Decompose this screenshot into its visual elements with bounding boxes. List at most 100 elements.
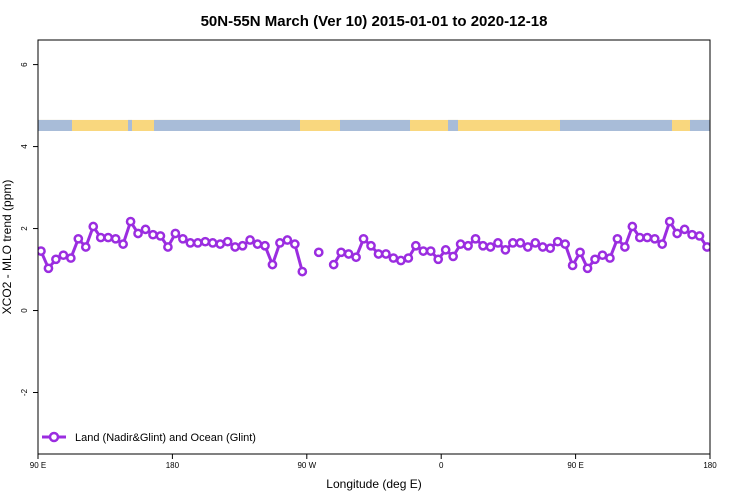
legend-label: Land (Nadir&Glint) and Ocean (Glint) <box>75 432 256 444</box>
data-point <box>410 240 421 251</box>
y-tick-label: -2 <box>20 388 29 396</box>
y-tick-label: 6 <box>20 62 29 67</box>
data-point <box>43 263 54 274</box>
land-ocean-band <box>38 119 710 131</box>
data-point <box>687 229 697 240</box>
data-point <box>88 221 99 232</box>
data-point <box>155 231 166 241</box>
data-point <box>493 238 503 248</box>
series-layer <box>38 216 710 277</box>
data-point <box>478 240 488 251</box>
data-point <box>433 254 444 265</box>
data-point <box>508 238 518 248</box>
data-point <box>118 239 128 249</box>
data-point <box>649 233 660 244</box>
data-point <box>448 251 458 262</box>
data-point <box>192 238 203 248</box>
data-point <box>537 242 548 252</box>
data-point <box>545 243 556 254</box>
data-point <box>642 232 653 243</box>
plot-frame <box>37 39 711 455</box>
data-point <box>328 259 339 270</box>
data-point <box>358 233 369 244</box>
ocean-band <box>154 119 300 131</box>
data-point <box>425 246 436 256</box>
data-point <box>702 242 710 252</box>
data-point <box>297 266 308 277</box>
data-point <box>95 232 106 243</box>
data-point <box>245 235 255 245</box>
data-point <box>530 238 541 248</box>
data-point <box>627 221 638 232</box>
data-point <box>612 233 623 244</box>
data-point <box>148 229 158 240</box>
data-point <box>657 239 668 249</box>
data-point <box>38 246 46 256</box>
data-point <box>80 242 91 252</box>
data-point <box>620 242 630 252</box>
data-point <box>634 232 645 243</box>
data-point <box>282 235 293 245</box>
data-point <box>200 236 211 247</box>
data-point <box>351 252 361 263</box>
x-axis-label: Longitude (deg E) <box>326 477 421 491</box>
data-point <box>343 249 354 259</box>
data-point <box>567 260 578 271</box>
x-tick-label: 90 E <box>567 461 583 470</box>
data-point <box>582 263 593 274</box>
data-point <box>207 238 218 248</box>
data-point <box>252 239 263 249</box>
data-point <box>403 253 414 263</box>
data-point <box>463 240 473 251</box>
legend: Land (Nadir&Glint) and Ocean (Glint) <box>42 431 256 444</box>
data-point <box>313 247 324 258</box>
data-point <box>485 242 496 252</box>
data-point <box>215 239 226 249</box>
y-tick-label: 4 <box>20 144 29 149</box>
data-point <box>51 254 61 265</box>
data-point <box>679 224 690 235</box>
y-tick-label: 2 <box>20 226 29 231</box>
data-point <box>605 253 615 263</box>
data-point <box>73 233 84 244</box>
data-point <box>440 245 451 255</box>
data-point <box>515 238 526 248</box>
data-point <box>170 228 181 239</box>
data-point <box>366 240 376 251</box>
data-point <box>552 236 563 247</box>
data-point <box>381 249 391 259</box>
ocean-band <box>560 119 672 131</box>
data-point <box>163 242 173 252</box>
data-point <box>672 228 682 239</box>
ocean-band <box>38 119 72 131</box>
ocean-band <box>448 119 458 131</box>
data-point <box>140 224 151 235</box>
y-axis-label: XCO2 - MLO trend (ppm) <box>0 180 14 315</box>
data-point <box>133 228 143 239</box>
chart-title: 50N-55N March (Ver 10) 2015-01-01 to 202… <box>201 13 548 30</box>
x-tick-label: 0 <box>439 461 444 470</box>
x-tick-label: 90 E <box>30 461 46 470</box>
data-point <box>58 250 69 261</box>
x-tick-label: 90 W <box>297 461 316 470</box>
data-point <box>222 236 233 247</box>
data-point <box>103 232 114 243</box>
data-point <box>470 233 481 244</box>
data-point <box>178 233 188 244</box>
data-point <box>267 259 278 270</box>
y-axis: -2 0 2 4 6 <box>20 62 38 396</box>
data-point <box>455 239 466 249</box>
x-tick-label: 180 <box>166 461 180 470</box>
data-point <box>230 242 240 252</box>
ocean-band <box>690 119 710 131</box>
data-point <box>575 247 585 258</box>
data-point <box>110 233 121 244</box>
data-point <box>522 242 533 252</box>
data-point <box>396 255 406 266</box>
data-point <box>590 254 600 265</box>
data-point <box>260 240 270 251</box>
data-point <box>237 240 248 251</box>
x-axis: 90 E 180 90 W 0 90 E 180 <box>30 454 717 470</box>
data-point <box>694 231 705 241</box>
data-point <box>388 253 399 263</box>
